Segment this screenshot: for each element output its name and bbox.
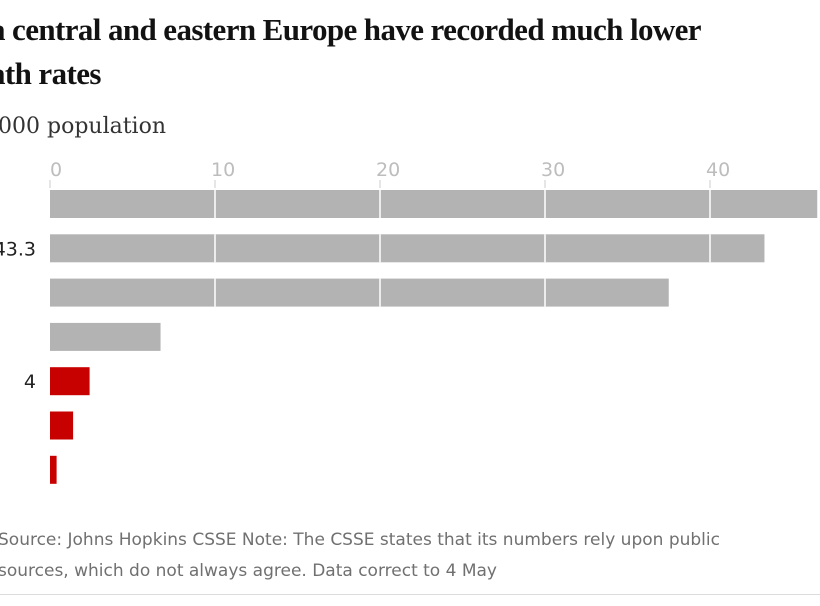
bar-chart: 0 10 20 30 40 43.3 4 [0, 159, 818, 484]
x-tick-label: 20 [376, 159, 400, 181]
source-note-line2: sources, which do not always agree. Data… [0, 561, 497, 581]
value-label: 43.3 [0, 238, 36, 260]
chart-subtitle: 000 population [0, 114, 167, 139]
chart-title-line2: ath rates [0, 56, 101, 91]
bar [50, 322, 161, 351]
x-tick-label: 0 [50, 159, 62, 181]
bar [50, 455, 57, 484]
bar [50, 367, 90, 396]
bar [50, 411, 74, 440]
bar [50, 190, 818, 218]
source-note-line1: Source: Johns Hopkins CSSE Note: The CSS… [0, 530, 720, 550]
x-tick-label: 40 [706, 159, 730, 181]
value-label: 4 [24, 371, 36, 393]
bar [50, 234, 765, 263]
bottom-divider [0, 594, 820, 595]
bar [50, 278, 669, 307]
x-tick-label: 30 [541, 159, 565, 181]
x-tick-label: 10 [211, 159, 235, 181]
chart-title-line1: a central and eastern Europe have record… [0, 12, 702, 47]
